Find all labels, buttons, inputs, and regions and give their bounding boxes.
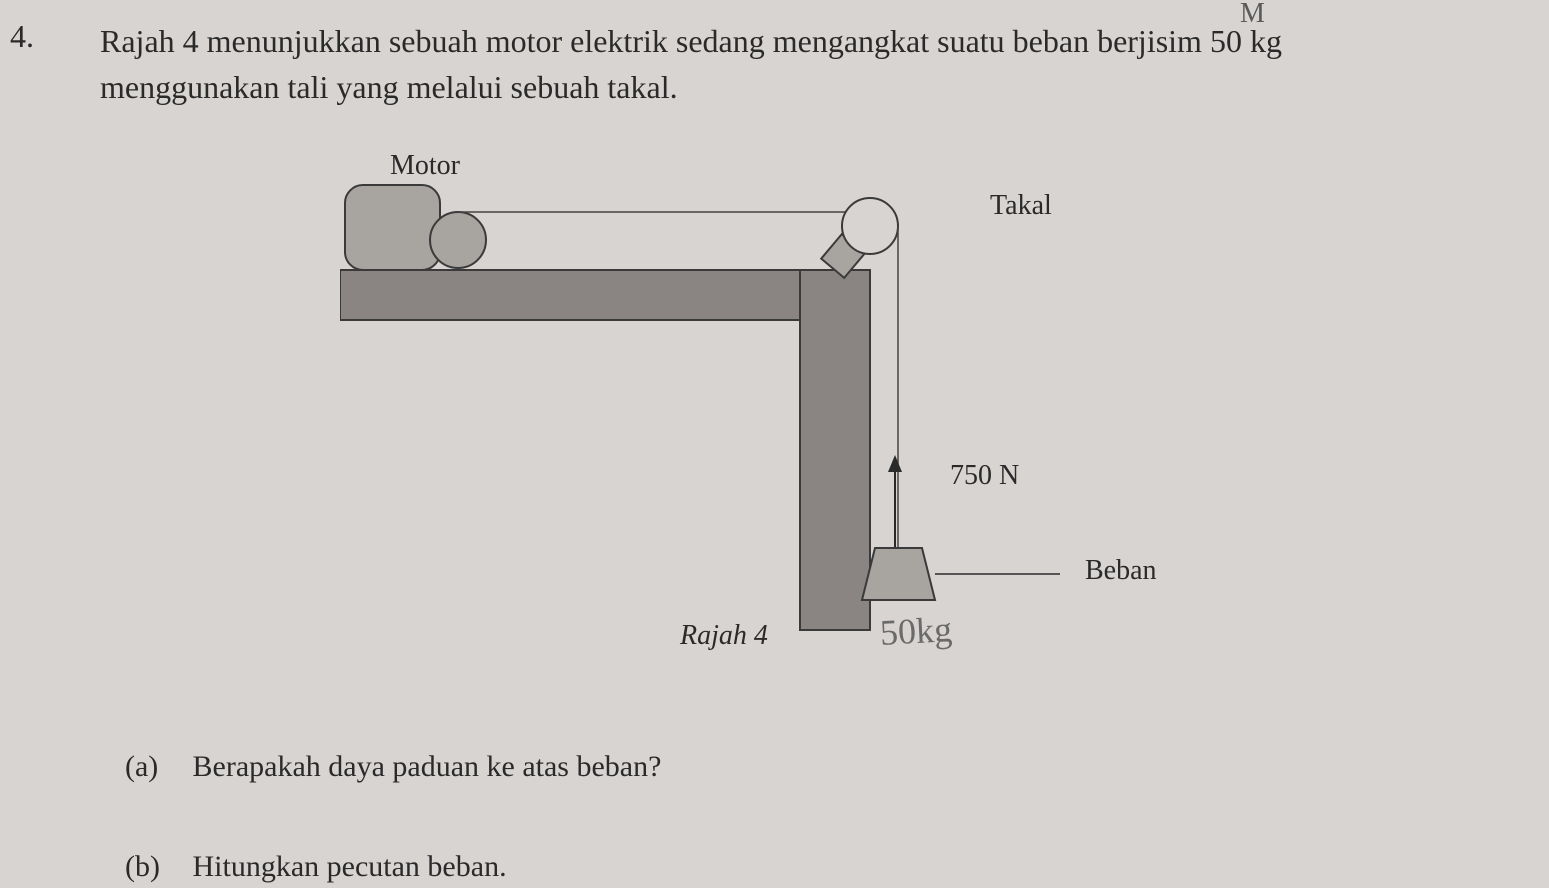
motor-body: [345, 185, 440, 270]
motor-wheel: [430, 212, 486, 268]
pulley-wheel: [842, 198, 898, 254]
subquestion-a: (a) Berapakah daya paduan ke atas beban?: [125, 750, 661, 784]
subquestion-b-text: Hitungkan pecutan beban.: [193, 850, 507, 883]
diagram-svg: [340, 140, 1240, 640]
question-text: Rajah 4 menunjukkan sebuah motor elektri…: [100, 18, 1450, 111]
subquestion-b: (b) Hitungkan pecutan beban.: [125, 850, 507, 884]
force-arrow-head: [888, 455, 902, 472]
vertical-support: [800, 270, 870, 630]
question-number: 4.: [10, 18, 34, 55]
subquestion-a-text: Berapakah daya paduan ke atas beban?: [193, 750, 662, 783]
load-weight: [862, 548, 935, 600]
subquestion-a-label: (a): [125, 750, 185, 784]
diagram: [340, 140, 1240, 640]
subquestion-b-label: (b): [125, 850, 185, 884]
page: 4. M Rajah 4 menunjukkan sebuah motor el…: [0, 0, 1549, 888]
platform-bar: [340, 270, 870, 320]
